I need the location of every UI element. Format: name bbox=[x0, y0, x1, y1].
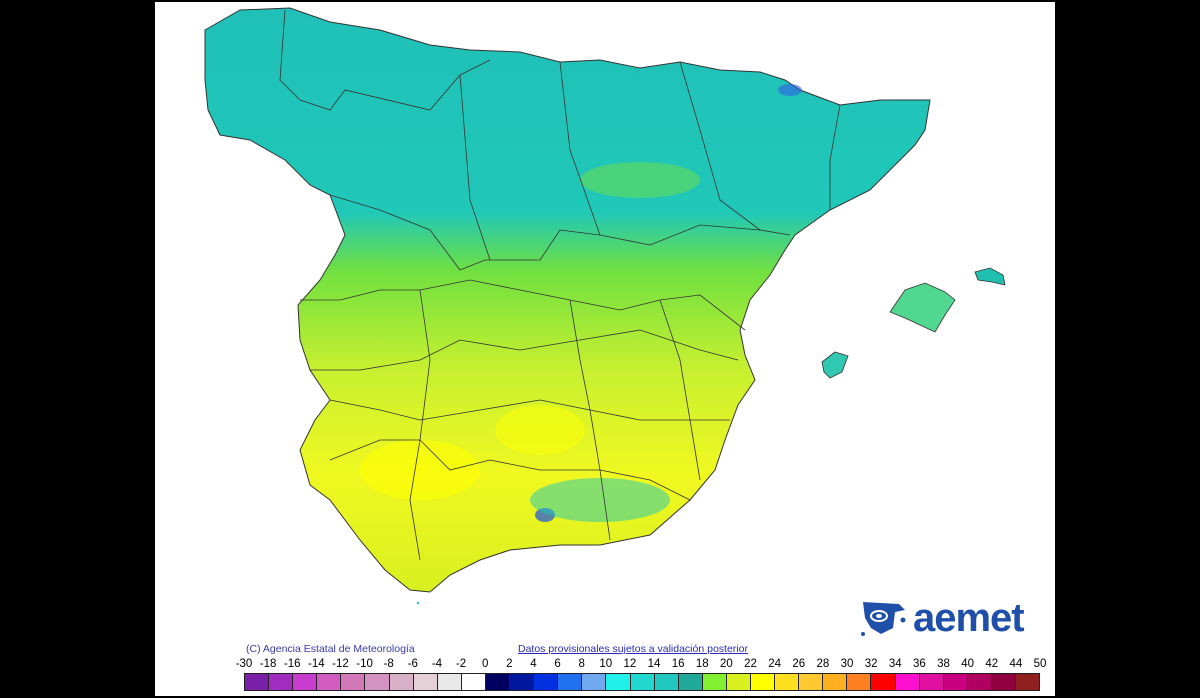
legend-tick-label: 28 bbox=[816, 658, 830, 670]
legend-color-box bbox=[389, 674, 414, 690]
legend-tick-label: 22 bbox=[744, 658, 757, 670]
legend-tick-label: 50 bbox=[1033, 658, 1047, 670]
legend-color-box bbox=[630, 674, 655, 690]
legend-tick-label: 26 bbox=[792, 658, 806, 670]
legend-tick-label: 14 bbox=[647, 658, 661, 670]
legend-color-box bbox=[461, 674, 486, 690]
legend-tick-label: 0 bbox=[482, 658, 489, 670]
legend-tick-label: 34 bbox=[888, 658, 902, 670]
legend-color-box bbox=[485, 674, 511, 690]
legend-color-box bbox=[823, 674, 848, 690]
legend-tick-label: 10 bbox=[599, 658, 613, 670]
legend-color-box bbox=[726, 674, 751, 690]
legend-tick-label: -2 bbox=[455, 658, 467, 670]
legend-color-box bbox=[341, 674, 366, 690]
province-borders bbox=[279, 9, 841, 561]
aemet-logo: aemet bbox=[859, 596, 1025, 640]
aemet-logo-text: aemet bbox=[913, 596, 1025, 640]
legend-tick-label: -6 bbox=[407, 658, 418, 670]
legend-color-box bbox=[245, 674, 270, 690]
legend-tick-label: 32 bbox=[864, 658, 878, 670]
cold-area-pyrenees bbox=[778, 84, 802, 96]
legend-color-box bbox=[510, 674, 535, 690]
legend-color-box bbox=[582, 674, 607, 690]
legend-tick-label: -16 bbox=[283, 658, 301, 670]
temperature-map bbox=[204, 7, 1006, 605]
legend-tick-label: -4 bbox=[431, 658, 443, 670]
legend-color-box bbox=[269, 674, 294, 690]
legend-color-box bbox=[558, 674, 583, 690]
legend-tick-label: 38 bbox=[937, 658, 950, 670]
legend-color-box bbox=[413, 674, 438, 690]
legend-tick-label: 44 bbox=[1009, 658, 1023, 670]
green-area-ebro bbox=[580, 162, 700, 198]
legend-tick-label: 2 bbox=[506, 658, 513, 670]
legend-tick-label: 36 bbox=[912, 658, 926, 670]
warm-area-jaen bbox=[495, 405, 585, 455]
legend-color-box bbox=[365, 674, 390, 690]
legend-color-box bbox=[750, 674, 776, 690]
map-panel: (C) Agencia Estatal de Meteorología Dato… bbox=[155, 2, 1055, 696]
legend-tick-label: -8 bbox=[383, 658, 394, 670]
legend-color-box bbox=[293, 674, 318, 690]
legend-color-box bbox=[437, 674, 462, 690]
mallorca-shape bbox=[889, 282, 956, 333]
legend-color-box bbox=[799, 674, 824, 690]
legend-tick-label: 40 bbox=[961, 658, 975, 670]
legend-color-box bbox=[678, 674, 703, 690]
legend-tick-label: 16 bbox=[671, 658, 685, 670]
alboran-islet bbox=[416, 601, 420, 605]
legend-tick-label: 6 bbox=[554, 658, 561, 670]
legend-color-box bbox=[967, 674, 992, 690]
legend-color-box bbox=[991, 674, 1016, 690]
legend-color-box bbox=[702, 674, 727, 690]
legend-tick-label: 20 bbox=[720, 658, 733, 670]
ibiza-shape bbox=[821, 351, 849, 379]
legend-color-box bbox=[1016, 674, 1040, 690]
legend-tick-label: 12 bbox=[623, 658, 637, 670]
legend-color-box bbox=[895, 674, 920, 690]
legend-tick-label: -10 bbox=[356, 658, 373, 670]
legend-color-box bbox=[847, 674, 872, 690]
legend-tick-label: 18 bbox=[695, 658, 709, 670]
legend-tick-label: -18 bbox=[259, 658, 277, 670]
warm-area-guadalquivir bbox=[360, 440, 480, 500]
legend-tick-labels: -30 -18 -16 -14 -12 -10 -8 -6 -4 -2 0 2 4 6 8 10 12 14 16 1… bbox=[236, 658, 1047, 672]
legend-tick-label: 24 bbox=[768, 658, 782, 670]
menorca-shape bbox=[974, 267, 1006, 286]
legend-color-box bbox=[871, 674, 896, 690]
legend-color-box bbox=[775, 674, 800, 690]
aemet-swirl-logo-icon bbox=[861, 602, 906, 636]
legend-tick-label: 8 bbox=[578, 658, 585, 670]
legend-tick-label: -14 bbox=[308, 658, 325, 670]
legend-color-box bbox=[606, 674, 631, 690]
provisional-data-link[interactable]: Datos provisionales sujetos a validación… bbox=[518, 643, 748, 655]
legend-color-box bbox=[534, 674, 559, 690]
legend-tick-label: -30 bbox=[235, 658, 253, 670]
legend-color-box bbox=[654, 674, 679, 690]
legend-tick-label: 4 bbox=[530, 658, 537, 670]
copyright-credit: (C) Agencia Estatal de Meteorología bbox=[246, 643, 415, 655]
legend-color-box bbox=[317, 674, 342, 690]
legend-color-box bbox=[943, 674, 968, 690]
legend-tick-label: 42 bbox=[985, 658, 999, 670]
legend-tick-label: -12 bbox=[332, 658, 349, 670]
temperature-color-legend bbox=[244, 673, 1040, 691]
legend-color-box bbox=[919, 674, 944, 690]
legend-tick-label: 30 bbox=[840, 658, 854, 670]
cool-area-betica bbox=[530, 478, 670, 522]
